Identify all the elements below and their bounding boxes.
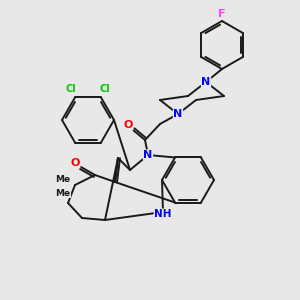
Text: O: O (123, 120, 133, 130)
Text: N: N (143, 150, 153, 160)
Text: Cl: Cl (66, 85, 76, 94)
Text: O: O (70, 158, 80, 168)
Text: F: F (218, 9, 226, 19)
Text: NH: NH (154, 209, 172, 219)
Text: Me: Me (56, 176, 70, 184)
Text: Me: Me (56, 188, 70, 197)
Text: Cl: Cl (100, 85, 110, 94)
Text: N: N (201, 77, 211, 87)
Text: N: N (173, 109, 183, 119)
